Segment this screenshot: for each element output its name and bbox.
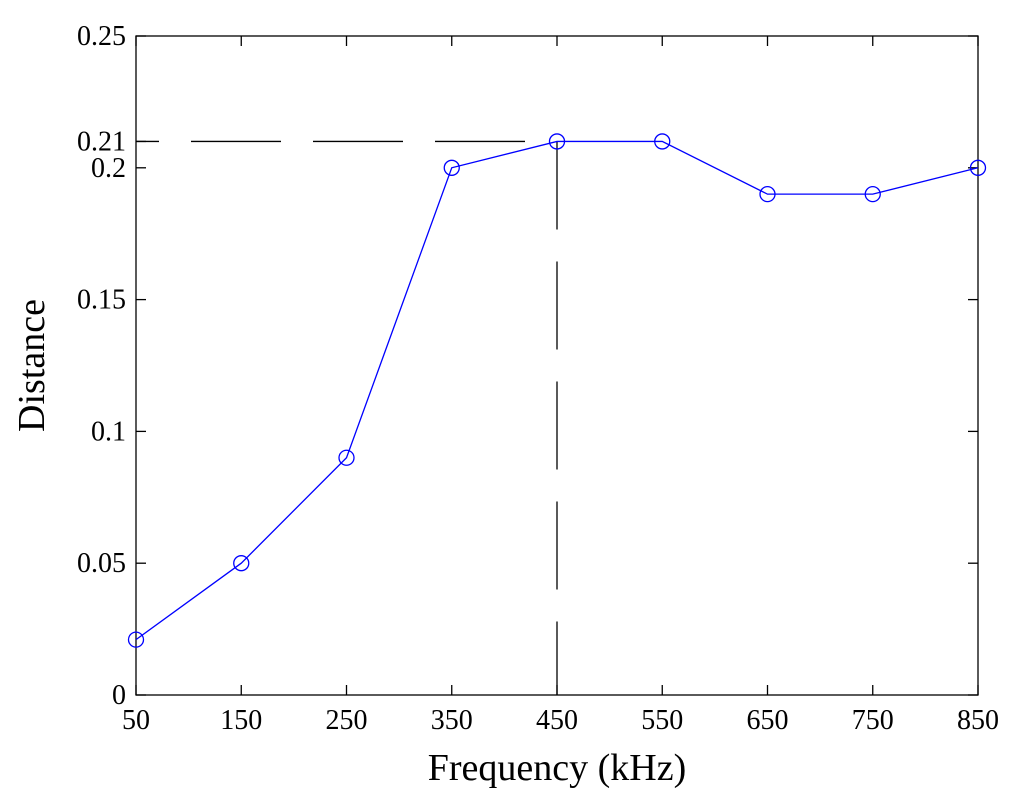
data-point bbox=[654, 133, 671, 150]
data-point bbox=[759, 186, 776, 203]
x-tick-label: 550 bbox=[641, 705, 683, 736]
data-point bbox=[969, 159, 987, 176]
data-point bbox=[864, 186, 881, 203]
axis-ticks bbox=[135, 35, 979, 696]
h-reference-label: 0.21 bbox=[77, 126, 126, 157]
series-line bbox=[135, 140, 979, 641]
y-tick-label: 0.25 bbox=[77, 21, 126, 52]
y-tick-label: 0.05 bbox=[77, 548, 126, 579]
x-tick-label: 250 bbox=[326, 705, 368, 736]
y-tick-label: 0.2 bbox=[91, 153, 126, 184]
x-tick-label: 450 bbox=[536, 705, 578, 736]
tick-labels: 50 150 250 350 450 550 650 750 850 0 0.05 0.1 0.15 0.… bbox=[77, 21, 999, 736]
y-axis-title: Distance bbox=[11, 299, 53, 432]
y-tick-label: 0.1 bbox=[91, 416, 126, 447]
x-tick-label: 650 bbox=[747, 705, 789, 736]
data-point bbox=[443, 159, 460, 176]
x-tick-label: 750 bbox=[852, 705, 894, 736]
data-point bbox=[233, 555, 250, 572]
data-point bbox=[127, 631, 145, 648]
data-point bbox=[338, 449, 355, 466]
x-tick-label: 150 bbox=[220, 705, 262, 736]
plot-area bbox=[135, 35, 979, 696]
x-axis-title: Frequency (kHz) bbox=[428, 747, 687, 789]
x-tick-label: 850 bbox=[957, 705, 999, 736]
reference-lines bbox=[136, 140, 558, 695]
y-tick-label: 0.15 bbox=[77, 285, 126, 316]
y-tick-label: 0 bbox=[112, 680, 126, 711]
x-tick-label: 50 bbox=[122, 705, 150, 736]
data-point bbox=[548, 133, 566, 150]
data-series bbox=[127, 133, 987, 648]
x-tick-label: 350 bbox=[431, 705, 473, 736]
